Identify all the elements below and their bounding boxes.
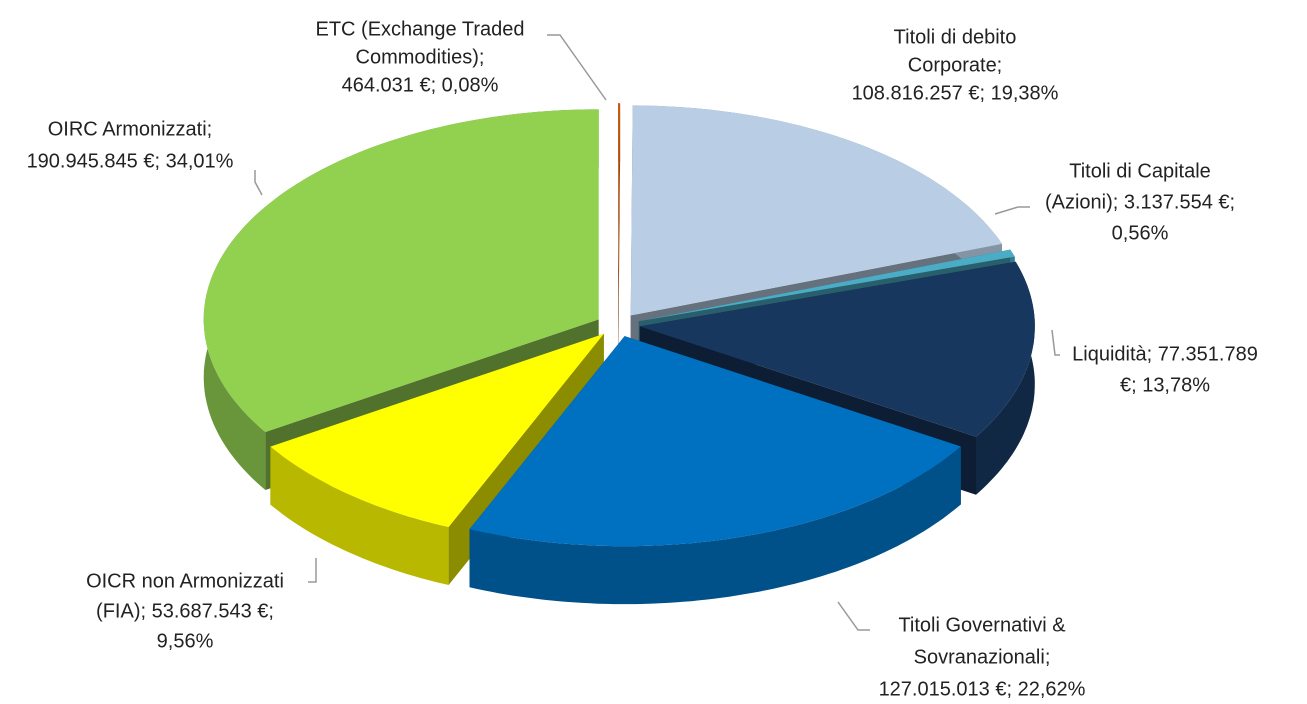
data-label: 9,56%: [157, 630, 214, 652]
slice-side: [469, 446, 961, 605]
data-label: Commodities);: [356, 46, 485, 68]
slice: [618, 103, 621, 314]
data-label: OIRC Armonizzati;: [48, 118, 212, 140]
data-label: 127.015.013 €; 22,62%: [879, 678, 1086, 700]
data-label: (Azioni); 3.137.554 €;: [1045, 191, 1235, 213]
data-label: Sovranazionali;: [914, 646, 1051, 668]
data-label: OICR non Armonizzati: [86, 570, 284, 592]
leader-line: [254, 170, 263, 196]
slice-wall: [618, 103, 621, 372]
leader-line: [994, 206, 1030, 215]
slice: [203, 109, 599, 433]
data-label: Titoli Governativi &: [898, 614, 1066, 636]
data-label: Corporate;: [908, 54, 1003, 76]
data-label: Liquidità; 77.351.789: [1072, 343, 1258, 365]
data-label: ETC (Exchange Traded: [316, 18, 525, 40]
data-label: €; 13,78%: [1120, 374, 1210, 396]
leader-line: [547, 34, 607, 101]
data-label: 0,56%: [1112, 222, 1169, 244]
slice: [270, 333, 604, 527]
data-label: 464.031 €; 0,08%: [342, 74, 499, 96]
slice: [630, 105, 1002, 316]
leader-line: [1051, 329, 1060, 356]
data-label: 190.945.845 €; 34,01%: [27, 150, 234, 172]
leader-line: [837, 601, 870, 631]
slice: [638, 249, 1015, 322]
data-label: Titoli di debito: [894, 26, 1017, 48]
slice: [639, 261, 1035, 437]
slice: [469, 336, 961, 547]
data-label: (FIA); 53.687.543 €;: [96, 600, 274, 622]
leader-line: [308, 558, 317, 583]
data-label: 108.816.257 €; 19,38%: [852, 82, 1059, 104]
slice-side: [270, 446, 449, 585]
data-label: Titoli di Capitale: [1069, 160, 1211, 182]
